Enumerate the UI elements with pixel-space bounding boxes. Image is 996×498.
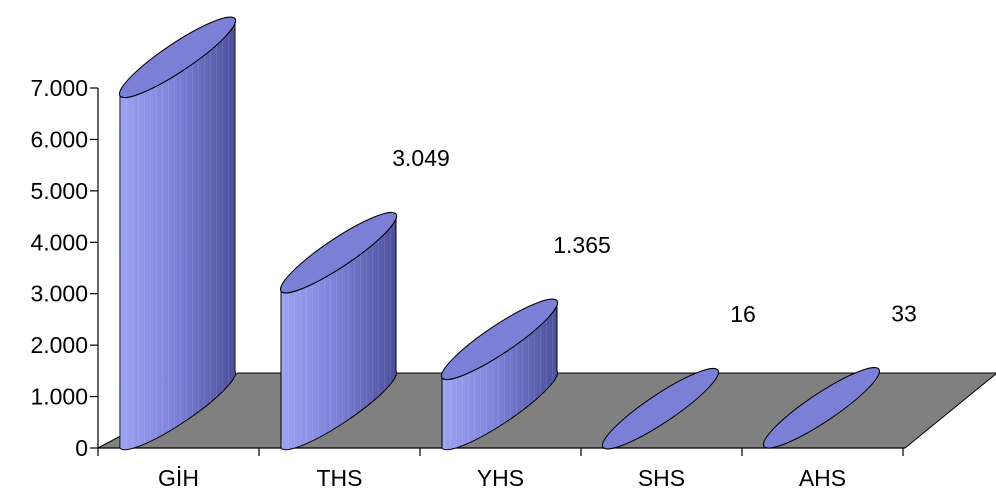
bar-YHS [440, 298, 559, 451]
category-label: YHS [477, 465, 524, 491]
bar-top [601, 367, 720, 450]
y-tick-label: 4.000 [30, 229, 88, 255]
bar-top [118, 16, 237, 99]
y-tick-label: 5.000 [30, 178, 88, 204]
category-label: SHS [638, 465, 685, 491]
bar-top [279, 211, 398, 294]
axis-layer: 0 1.000 2.000 3.000 4.000 5.000 6.000 7.000 [30, 75, 905, 461]
bar-body-shading [442, 300, 558, 450]
category-label: GİH [158, 465, 199, 491]
y-tick-label: 2.000 [30, 332, 88, 358]
data-label: 16 [730, 301, 756, 327]
y-tick-label: 3.000 [30, 281, 88, 307]
category-label: AHS [799, 465, 846, 491]
data-label: 3.049 [392, 145, 450, 171]
bars-layer [118, 16, 881, 451]
bar-top [762, 367, 881, 449]
y-tick-label: 1.000 [30, 384, 88, 410]
bar-GİH [118, 16, 237, 451]
bar-top [440, 298, 559, 381]
category-label: THS [317, 465, 363, 491]
y-tick-label: 0 [75, 435, 88, 461]
bar-body-shading [281, 214, 397, 450]
y-tick-label: 6.000 [30, 126, 88, 152]
y-tick-label: 7.000 [30, 75, 88, 101]
bar-THS [279, 211, 398, 451]
bar-AHS [762, 367, 881, 449]
data-label: 33 [891, 300, 917, 326]
bar-SHS [601, 367, 720, 450]
data-label: 1.365 [553, 232, 611, 258]
bar-body-shading [120, 18, 236, 450]
